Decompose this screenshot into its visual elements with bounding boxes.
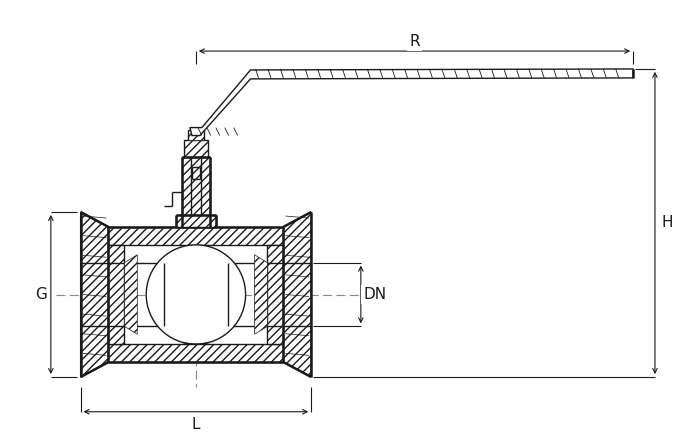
Text: L: L — [192, 417, 200, 432]
Polygon shape — [284, 212, 311, 377]
Text: H: H — [661, 215, 673, 231]
Text: DN: DN — [363, 287, 386, 302]
Bar — [109, 344, 284, 362]
Bar — [109, 245, 124, 344]
Polygon shape — [80, 212, 109, 377]
Polygon shape — [190, 69, 633, 136]
Text: G: G — [35, 287, 47, 302]
Polygon shape — [254, 255, 267, 334]
Bar — [176, 215, 216, 227]
Bar — [184, 140, 208, 157]
Polygon shape — [124, 255, 137, 334]
Bar — [182, 157, 210, 227]
Bar — [109, 227, 284, 245]
Text: R: R — [409, 34, 420, 49]
Bar — [267, 245, 284, 344]
Bar — [188, 129, 204, 140]
Circle shape — [146, 245, 246, 344]
